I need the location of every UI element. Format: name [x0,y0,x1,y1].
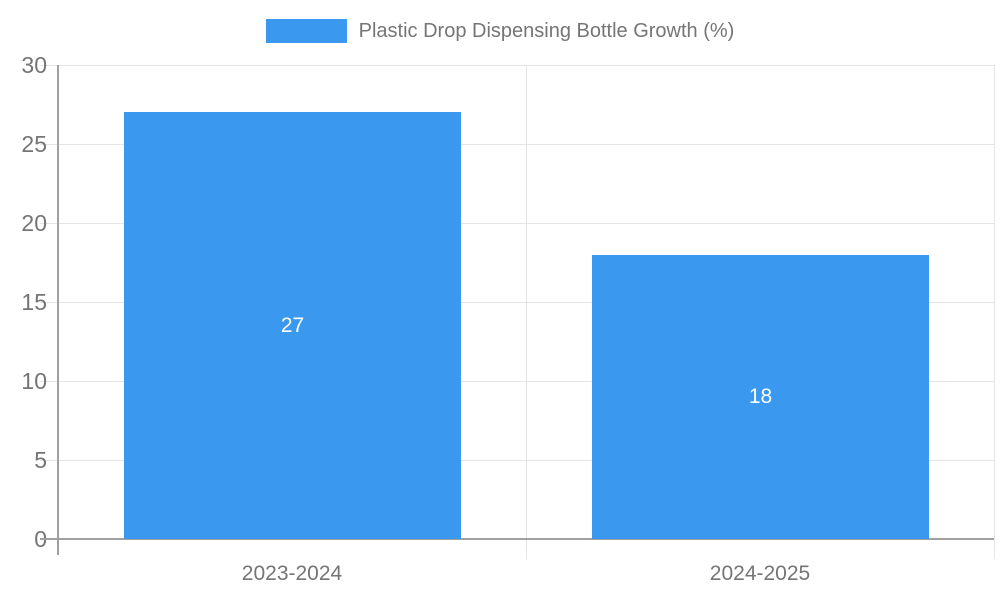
y-gridline [40,301,994,303]
y-gridline [40,64,994,66]
y-axis-tick-label: 25 [21,131,47,157]
y-gridline [40,143,994,145]
bar-value-label: 27 [280,313,305,337]
y-axis-tick-label: 10 [21,368,47,394]
category-boundary-gridline [525,65,527,559]
x-axis-line [40,538,994,540]
y-gridline [40,459,994,461]
category-boundary-gridline [993,65,995,559]
y-axis-tick-label: 15 [21,289,47,315]
y-gridline [40,222,994,224]
legend-color-swatch [265,19,347,43]
x-axis-category-label: 2023-2024 [241,562,343,585]
chart-legend: Plastic Drop Dispensing Bottle Growth (%… [0,18,1000,44]
bar: 18 [592,255,929,539]
bar-value-label: 18 [748,385,773,408]
y-axis-tick-label: 30 [21,52,47,78]
x-axis-category-label: 2024-2025 [709,562,811,585]
legend-series-label: Plastic Drop Dispensing Bottle Growth (%… [358,20,735,42]
y-axis-tick-label: 5 [34,447,47,473]
y-axis-tick-label: 20 [21,210,47,236]
bar: 27 [124,112,461,539]
y-gridline [40,380,994,382]
y-axis-line [57,65,59,555]
